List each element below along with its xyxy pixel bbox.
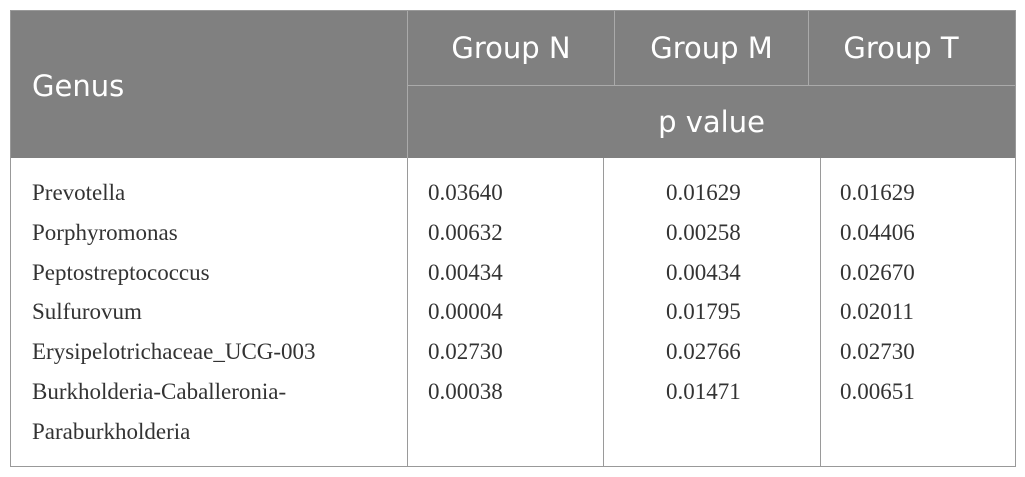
p-value-cell: 0.03640 (428, 180, 503, 205)
column-divider (407, 158, 408, 466)
p-value-cell: 0.01795 (666, 299, 741, 325)
group-header: Group M (650, 31, 773, 65)
p-value-cell: 0.04406 (840, 219, 915, 245)
p-value-cell: 0.00434 (428, 259, 503, 285)
header-divider (407, 11, 408, 158)
genus-cell: Prevotella (32, 180, 126, 205)
p-value-cell: 0.01471 (666, 379, 741, 404)
p-value-cell: 0.00632 (428, 219, 503, 245)
p-value-cell: 0.00038 (428, 379, 503, 404)
table-frame (10, 10, 1016, 467)
table-header (11, 11, 1015, 158)
group-header: Group N (451, 31, 571, 65)
p-value-cell: 0.00651 (840, 379, 915, 404)
p-value-cell: 0.00258 (666, 219, 741, 245)
p-value-cell: 0.02730 (840, 339, 915, 365)
header-divider (408, 85, 1015, 86)
p-value-cell: 0.02766 (666, 339, 741, 365)
p-value-cell: 0.00434 (666, 259, 741, 285)
p-value-cell: 0.01629 (666, 180, 741, 205)
header-divider (808, 11, 809, 85)
genus-cell: Erysipelotrichaceae_UCG-003 (32, 339, 316, 365)
genus-cell: Porphyromonas (32, 219, 178, 245)
group-header: Group T (843, 31, 959, 65)
p-value-cell: 0.02011 (840, 299, 914, 325)
subheader: p value (658, 105, 765, 139)
column-divider (820, 158, 821, 466)
genus-cell: Sulfurovum (32, 299, 142, 325)
p-value-cell: 0.00004 (428, 299, 503, 325)
p-value-cell: 0.02730 (428, 339, 503, 365)
genus-cell: Burkholderia-Caballeronia-Paraburkholder… (32, 379, 287, 444)
header-divider (614, 11, 615, 85)
genus-header: Genus (32, 69, 125, 103)
p-value-cell: 0.01629 (840, 180, 915, 205)
genus-cell: Peptostreptococcus (32, 259, 210, 285)
p-value-cell: 0.02670 (840, 259, 915, 285)
column-divider (603, 158, 604, 466)
